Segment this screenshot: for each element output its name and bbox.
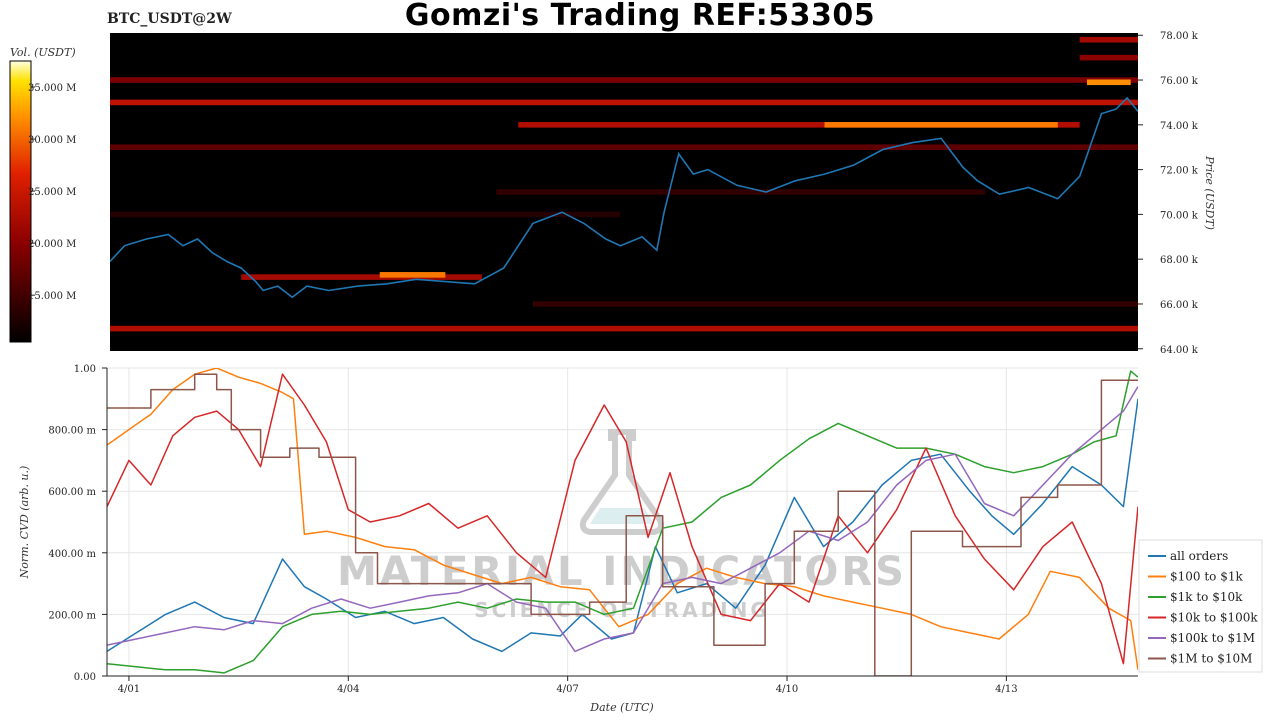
price-axis: 78.00 k 76.00 k 74.00 k 72.00 k 70.00 k 68.00… bbox=[1138, 31, 1199, 356]
cvd-y-tick-label: 400.00 m bbox=[48, 549, 96, 560]
price-line bbox=[110, 96, 1138, 299]
cvd-y-axis: 1.00 800.00 m 600.00 m 400.00 m 200.00 m 0.00 bbox=[48, 364, 107, 683]
colorbar-tick-label: 35.000 M bbox=[28, 83, 76, 94]
watermark: MATERIAL INDICATORS SCIENCE OF TRADING bbox=[337, 429, 907, 622]
cvd-series-line bbox=[107, 370, 1138, 674]
price-tick-label: 70.00 k bbox=[1160, 210, 1199, 221]
cvd-y-tick-label: 800.00 m bbox=[48, 426, 96, 437]
colorbar-label: Vol. (USDT) bbox=[10, 46, 76, 59]
liquidity-band bbox=[496, 189, 985, 195]
liquidity-band bbox=[110, 211, 621, 218]
price-tick-label: 74.00 k bbox=[1160, 121, 1199, 132]
pair-label: BTC_USDT@2W bbox=[107, 11, 232, 27]
colorbar-tick-label: 25.000 M bbox=[28, 187, 76, 198]
cvd-y-tick-label: 0.00 bbox=[74, 672, 96, 683]
chart-title: Gomzi's Trading REF:53305 bbox=[404, 0, 876, 33]
cvd-x-tick-label: 4/10 bbox=[776, 684, 798, 695]
liquidity-band bbox=[1086, 79, 1131, 86]
liquidity-band bbox=[518, 122, 1080, 128]
colorbar-tick-label: 20.000 M bbox=[28, 239, 76, 250]
liquidity-band bbox=[532, 301, 1138, 307]
legend-box bbox=[1138, 539, 1263, 673]
price-tick-label: 76.00 k bbox=[1160, 76, 1199, 87]
liquidity-band bbox=[110, 77, 1138, 83]
liquidity-band bbox=[110, 99, 1138, 106]
price-tick-label: 72.00 k bbox=[1160, 166, 1199, 177]
liquidity-band bbox=[110, 325, 1138, 332]
liquidity-band bbox=[1079, 36, 1138, 43]
cvd-x-axis-label: Date (UTC) bbox=[589, 701, 653, 714]
cvd-x-tick-label: 4/13 bbox=[995, 684, 1017, 695]
legend-entry-label: $1M to $10M bbox=[1170, 652, 1252, 666]
cvd-series-line bbox=[107, 373, 1138, 665]
colorbar-tick-label: 30.000 M bbox=[28, 135, 76, 146]
cvd-y-tick-label: 200.00 m bbox=[48, 610, 96, 621]
liquidity-band bbox=[110, 144, 1138, 151]
price-tick-label: 78.00 k bbox=[1160, 31, 1199, 42]
cvd-x-axis: 4/01 4/04 4/07 4/10 4/13 bbox=[118, 676, 1018, 695]
cvd-y-tick-label: 600.00 m bbox=[48, 487, 96, 498]
legend-entry-label: $10k to $100k bbox=[1170, 611, 1258, 625]
colorbar-tick-label: 15.000 M bbox=[28, 291, 76, 302]
price-tick-label: 64.00 k bbox=[1160, 345, 1199, 356]
cvd-legend: all orders $100 to $1k $1k to $10k $10k to … bbox=[1138, 539, 1263, 673]
legend-entry-label: $1k to $10k bbox=[1170, 590, 1243, 604]
legend-entry-label: $100 to $1k bbox=[1170, 570, 1243, 584]
legend-entry-label: all orders bbox=[1170, 549, 1228, 563]
cvd-y-tick-label: 1.00 bbox=[74, 364, 96, 375]
price-tick-label: 66.00 k bbox=[1160, 300, 1199, 311]
price-line-group bbox=[110, 96, 1138, 299]
cvd-x-tick-label: 4/04 bbox=[337, 684, 359, 695]
colorbar bbox=[9, 60, 32, 343]
cvd-y-axis-label: Norm. CVD (arb. u.) bbox=[18, 466, 31, 580]
flask-icon bbox=[579, 429, 665, 535]
cvd-x-tick-label: 4/07 bbox=[556, 684, 578, 695]
cvd-series bbox=[107, 368, 1138, 676]
colorbar-ticks: 35.000 M 30.000 M 25.000 M 20.000 M 15.000 M bbox=[28, 83, 76, 302]
cvd-series-line bbox=[107, 373, 1138, 676]
liquidity-band bbox=[241, 274, 482, 280]
price-tick-label: 68.00 k bbox=[1160, 255, 1199, 266]
cvd-x-tick-label: 4/01 bbox=[118, 684, 140, 695]
legend-entry-label: $100k to $1M bbox=[1170, 631, 1255, 645]
liquidity-band bbox=[824, 122, 1058, 128]
liquidity-bands bbox=[110, 36, 1138, 332]
liquidity-band bbox=[379, 272, 446, 278]
watermark-line1: MATERIAL INDICATORS bbox=[337, 549, 907, 595]
liquidity-band bbox=[1079, 54, 1138, 61]
price-axis-label: Price (USDT) bbox=[1203, 155, 1216, 230]
cvd-series-line bbox=[107, 368, 1138, 670]
cvd-series-line bbox=[107, 386, 1138, 653]
